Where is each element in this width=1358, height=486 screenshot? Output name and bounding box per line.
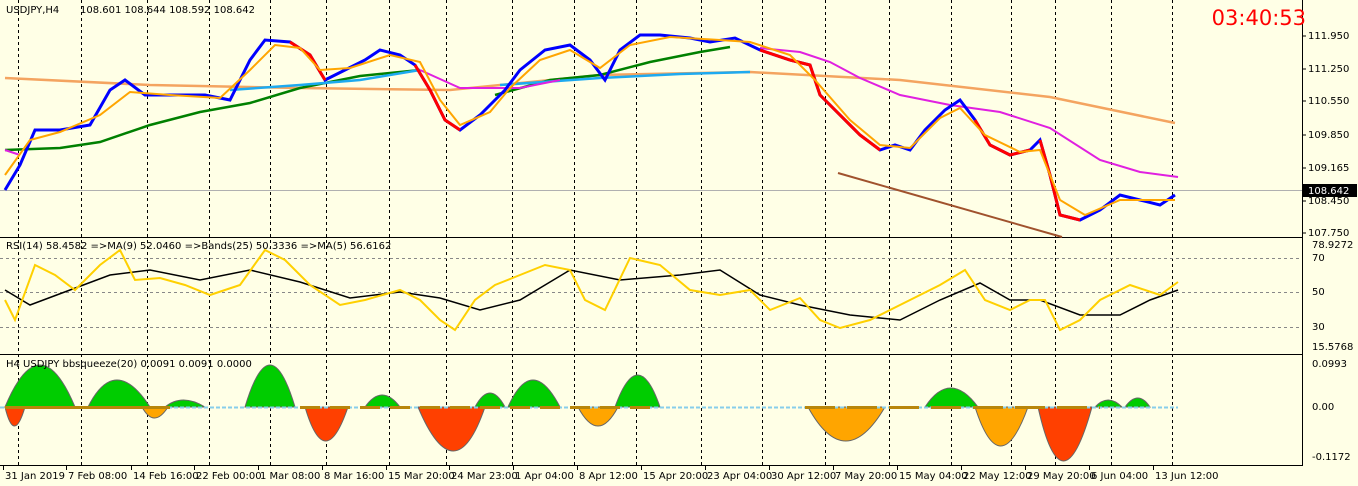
price-label: 109.850 bbox=[1308, 130, 1349, 141]
ma-green bbox=[4, 68, 421, 152]
time-label: 1 Mar 08:00 bbox=[260, 471, 320, 482]
ma-magenta bbox=[419, 69, 561, 89]
time-label: 30 Apr 12:00 bbox=[771, 471, 836, 482]
price-label: 107.750 bbox=[1308, 228, 1349, 239]
price-label: 108.450 bbox=[1308, 196, 1349, 207]
ohlc: 108.601 108.644 108.592 108.642 bbox=[80, 5, 255, 16]
bbsqueeze-axis-label: -0.1172 bbox=[1312, 452, 1351, 463]
trend-line bbox=[837, 172, 1063, 238]
time-label: 6 Jun 04:00 bbox=[1091, 471, 1148, 482]
time-label: 29 May 20:00 bbox=[1027, 471, 1096, 482]
price-axis: 111.950 111.250 110.550 109.850 109.165 108.4… bbox=[1302, 31, 1353, 463]
histogram-down bbox=[304, 406, 349, 442]
histogram-down bbox=[807, 406, 886, 442]
current-price-box bbox=[1303, 184, 1357, 197]
time-label: 7 Feb 08:00 bbox=[68, 471, 127, 482]
time-label: 1 Apr 04:00 bbox=[515, 471, 574, 482]
bbsqueeze-label: H4 USDJPY bbsqueeze(20) 0.0091 0.0091 0.… bbox=[6, 359, 252, 370]
time-label: 15 Mar 20:00 bbox=[388, 471, 455, 482]
squeeze-histogram bbox=[4, 364, 1151, 462]
ma-cyan bbox=[229, 68, 421, 92]
histogram-up bbox=[507, 379, 561, 408]
histogram-down bbox=[1037, 406, 1093, 462]
time-label: 15 May 04:00 bbox=[899, 471, 968, 482]
time-label: 22 Feb 00:00 bbox=[196, 471, 262, 482]
time-label: 14 Feb 16:00 bbox=[133, 471, 199, 482]
time-label: 23 Apr 04:00 bbox=[707, 471, 772, 482]
time-label: 8 Apr 12:00 bbox=[579, 471, 638, 482]
rsi-axis-label: 30 bbox=[1312, 322, 1325, 333]
ma-magenta bbox=[4, 149, 21, 156]
histogram-up bbox=[4, 364, 76, 408]
price-down bbox=[759, 48, 881, 152]
rsi-axis-label: 78.9272 bbox=[1312, 240, 1353, 251]
time-label: 22 May 12:00 bbox=[963, 471, 1032, 482]
histogram-up bbox=[87, 379, 151, 408]
price-down bbox=[289, 40, 327, 81]
rsi-label: RSI(14) 58.4582 =>MA(9) 52.0460 =>Bands(… bbox=[6, 241, 391, 252]
current-price: 108.642 bbox=[1308, 186, 1349, 197]
price-label: 111.250 bbox=[1308, 64, 1349, 75]
rsi-axis-label: 70 bbox=[1312, 253, 1325, 264]
price-down bbox=[1038, 139, 1081, 222]
histogram-down bbox=[417, 406, 486, 452]
time-label: 31 Jan 2019 bbox=[5, 471, 65, 482]
time-label: 15 Apr 20:00 bbox=[643, 471, 708, 482]
price-down bbox=[413, 64, 461, 132]
symbol: USDJPY,H4 bbox=[6, 5, 59, 16]
time-label: 8 Mar 16:00 bbox=[324, 471, 384, 482]
histogram-down bbox=[974, 406, 1029, 447]
histogram-up bbox=[1093, 399, 1124, 408]
time-label: 24 Mar 23:00 bbox=[451, 471, 518, 482]
price-label: 110.550 bbox=[1308, 96, 1349, 107]
rsi-line bbox=[4, 248, 1179, 332]
fast-ma bbox=[4, 35, 1175, 217]
histogram-up bbox=[614, 374, 661, 408]
price-label: 109.165 bbox=[1308, 163, 1349, 174]
rsi-axis-label: 50 bbox=[1312, 287, 1325, 298]
price-label: 111.950 bbox=[1308, 31, 1349, 42]
rsi-axis-label: 15.5768 bbox=[1312, 342, 1353, 353]
histogram-up bbox=[244, 364, 296, 408]
bbsqueeze-axis-label: 0.00 bbox=[1312, 402, 1334, 413]
time-label: 13 Jun 12:00 bbox=[1155, 471, 1219, 482]
bbsqueeze-axis-label: 0.0993 bbox=[1312, 359, 1347, 370]
time-label: 7 May 20:00 bbox=[835, 471, 897, 482]
timer: 03:40:53 bbox=[1212, 6, 1306, 30]
